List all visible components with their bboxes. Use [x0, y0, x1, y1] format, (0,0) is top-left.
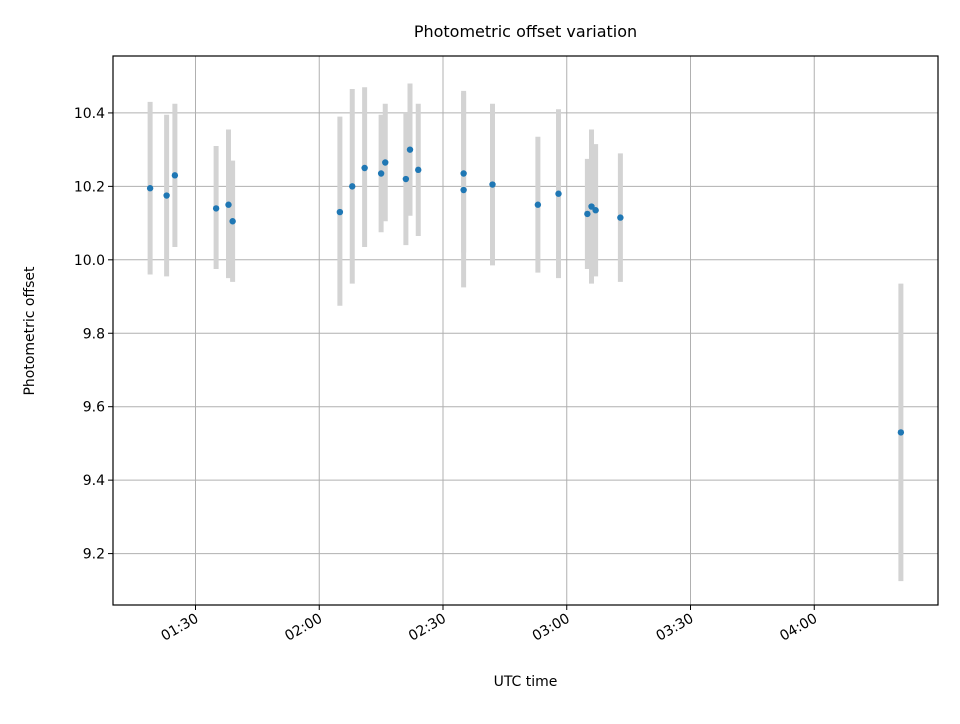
- data-point: [361, 164, 368, 172]
- x-axis-label: UTC time: [493, 674, 558, 690]
- data-point: [406, 146, 414, 153]
- data-point: [460, 186, 467, 194]
- data-point: [225, 201, 232, 208]
- data-point: [163, 192, 170, 199]
- data-point: [617, 214, 624, 221]
- y-axis-label: Photometric offset: [22, 266, 38, 396]
- data-point: [460, 170, 467, 177]
- data-point: [171, 172, 179, 179]
- y-tick-label: 10.4: [74, 106, 105, 122]
- x-tick-label: 02:30: [406, 611, 449, 645]
- y-tick-label: 9.6: [83, 400, 105, 416]
- x-tick-label: 02:00: [282, 611, 325, 645]
- data-point: [489, 181, 496, 188]
- y-tick-label: 9.2: [83, 547, 105, 563]
- x-tick-label: 01:30: [159, 611, 202, 645]
- data-point: [349, 183, 356, 190]
- y-tick-label: 10.0: [74, 253, 105, 269]
- data-points: [146, 146, 905, 436]
- grid: [113, 56, 938, 605]
- y-tick-label: 10.2: [74, 179, 105, 195]
- data-point: [534, 201, 542, 208]
- data-point: [377, 170, 385, 177]
- y-tick-label: 9.8: [83, 326, 105, 342]
- data-point: [555, 190, 562, 197]
- x-tick-label: 03:30: [654, 611, 697, 645]
- data-point: [146, 185, 154, 192]
- data-point: [584, 210, 591, 218]
- data-point: [588, 203, 595, 210]
- data-point: [897, 429, 905, 436]
- y-tick-label: 9.4: [83, 473, 105, 489]
- x-axis-ticks: 01:30 02:00 02:30 03:00 03:30 04:00: [159, 605, 820, 645]
- data-point: [402, 175, 410, 183]
- data-point: [592, 207, 599, 214]
- error-bars: [147, 83, 904, 582]
- x-tick-label: 04:00: [777, 611, 820, 645]
- data-point: [336, 208, 344, 216]
- chart-title: Photometric offset variation: [413, 22, 638, 41]
- y-axis-ticks: 9.2 9.4 9.6 9.8 10.0 10.2 10.4: [74, 106, 113, 563]
- data-point: [382, 159, 389, 166]
- axes-frame: [112, 55, 939, 606]
- data-point: [415, 166, 422, 174]
- x-tick-label: 03:00: [530, 611, 573, 645]
- data-point: [229, 218, 236, 225]
- data-point: [212, 205, 220, 212]
